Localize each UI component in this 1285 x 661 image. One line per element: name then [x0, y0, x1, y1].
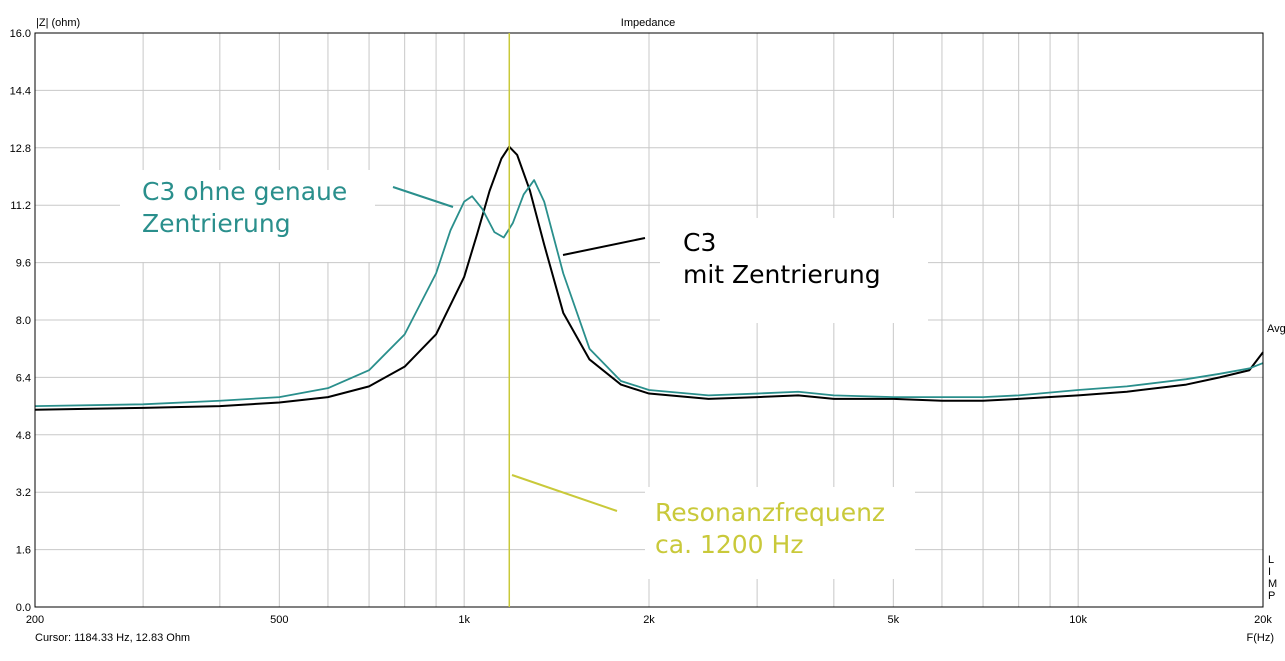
- annotation-box: [120, 170, 375, 262]
- y-axis-label: |Z| (ohm): [36, 17, 80, 29]
- annotation-leader: [511, 474, 618, 512]
- annotation-box: [645, 487, 915, 579]
- annotation-text: mit Zentrierung: [683, 260, 881, 289]
- y-tick-label: 6.4: [16, 372, 31, 384]
- y-tick-label: 9.6: [16, 258, 31, 270]
- avg-label: Avg: [1267, 323, 1285, 335]
- y-tick-label: 3.2: [16, 487, 31, 499]
- cursor-readout: Cursor: 1184.33 Hz, 12.83 Ohm: [35, 632, 190, 644]
- series-layer: [34, 145, 1264, 411]
- y-tick-label: 16.0: [10, 28, 31, 40]
- series-line: [34, 179, 1264, 407]
- chart-title: Impedance: [621, 17, 675, 29]
- annotation-text: Resonanzfrequenz: [655, 498, 885, 527]
- x-tick-label: 1k: [458, 614, 470, 626]
- annotation-leader: [562, 237, 646, 256]
- y-tick-label: 8.0: [16, 315, 31, 327]
- y-tick-label: 0.0: [16, 602, 31, 614]
- x-tick-label: 500: [270, 614, 288, 626]
- y-tick-label: 11.2: [10, 200, 31, 212]
- y-tick-label: 4.8: [16, 430, 31, 442]
- x-tick-label: 5k: [888, 614, 900, 626]
- limp-letter: I: [1268, 566, 1271, 578]
- annotations: C3 ohne genaue Zentrierung C3 mit Zentrieru…: [120, 170, 928, 579]
- annotation-text: ca. 1200 Hz: [655, 530, 803, 559]
- plot-frame: [34, 32, 1264, 608]
- x-tick-label: 2k: [643, 614, 655, 626]
- annotation-text: Zentrierung: [142, 209, 291, 238]
- limp-letter: M: [1268, 578, 1277, 590]
- y-tick-label: 1.6: [16, 545, 31, 557]
- x-tick-label: 200: [26, 614, 44, 626]
- x-axis-label: F(Hz): [1247, 632, 1275, 644]
- y-tick-label: 12.8: [10, 143, 31, 155]
- limp-letter: L: [1268, 554, 1274, 566]
- x-tick-label: 20k: [1254, 614, 1272, 626]
- series-line: [34, 145, 1264, 411]
- annotation-text: C3 ohne genaue: [142, 177, 347, 206]
- annotation-leader: [392, 186, 454, 208]
- annotation-text: C3: [683, 228, 716, 257]
- x-tick-label: 10k: [1069, 614, 1087, 626]
- tick-labels: 0.0 1.6 3.2 4.8 6.4 8.0 9.6 11.2 12.8 14.4 16.0 200…: [10, 28, 1273, 626]
- annotation-box: [660, 218, 928, 323]
- limp-letter: P: [1268, 590, 1275, 602]
- y-tick-label: 14.4: [10, 85, 31, 97]
